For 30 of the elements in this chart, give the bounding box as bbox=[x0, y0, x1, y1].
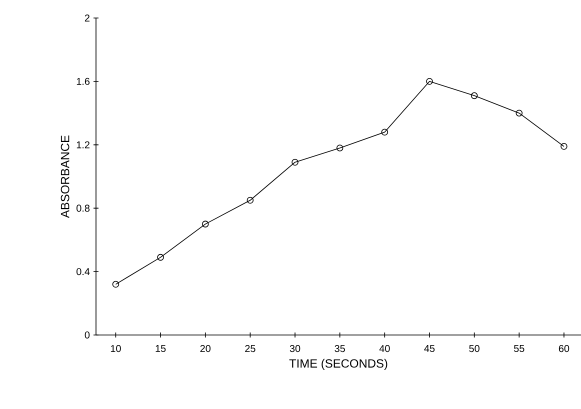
y-tick-label: 2 bbox=[84, 14, 90, 22]
point bbox=[426, 78, 433, 85]
point bbox=[292, 158, 298, 166]
point bbox=[112, 280, 120, 288]
y-tick-label: 0.4 bbox=[76, 268, 90, 276]
point bbox=[516, 110, 523, 116]
x-tick-label: 15 bbox=[156, 345, 166, 352]
y-axis-title: ABSORBANCE bbox=[60, 136, 70, 218]
y-tick-label: 1.2 bbox=[76, 141, 90, 148]
x-tick-label: 45 bbox=[424, 345, 435, 352]
point bbox=[336, 144, 344, 152]
x-axis-title: TIME (SECONDS) bbox=[289, 358, 388, 370]
point bbox=[157, 254, 164, 261]
point bbox=[202, 220, 209, 228]
y-tick-label: 1.6 bbox=[76, 78, 90, 85]
x-tick-label: 55 bbox=[514, 345, 524, 352]
x-tick-label: 10 bbox=[110, 345, 121, 352]
point bbox=[381, 128, 388, 136]
x-tick-label: 25 bbox=[245, 345, 256, 352]
x-tick-label: 50 bbox=[469, 345, 480, 352]
point bbox=[246, 196, 254, 204]
x-tick-label: 40 bbox=[379, 345, 390, 352]
x-tick-label: 30 bbox=[290, 345, 300, 352]
point bbox=[560, 142, 568, 150]
y-tick-label: 0 bbox=[84, 331, 90, 339]
x-tick-label: 20 bbox=[200, 345, 211, 352]
point bbox=[470, 92, 478, 100]
x-tick-label: 60 bbox=[558, 345, 570, 352]
y-tick-label: 0.8 bbox=[76, 204, 90, 212]
x-tick-label: 35 bbox=[334, 345, 345, 352]
